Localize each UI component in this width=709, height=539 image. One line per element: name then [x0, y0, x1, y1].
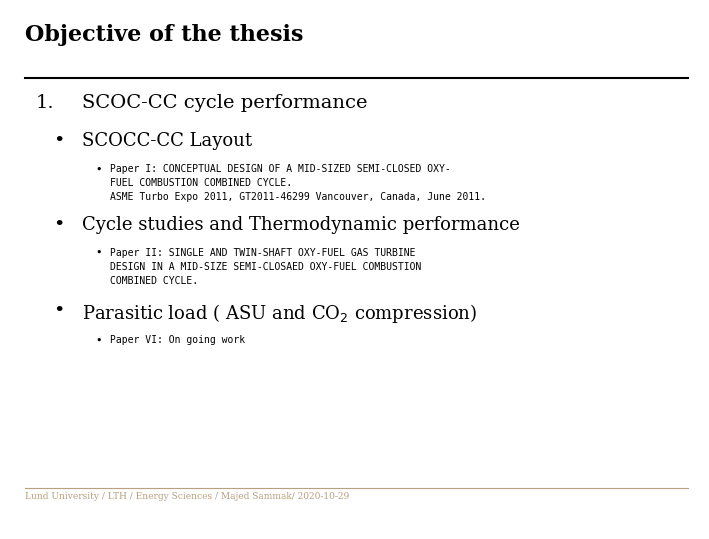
Text: •: •	[53, 302, 65, 320]
Text: SCOCC-CC Layout: SCOCC-CC Layout	[82, 132, 252, 150]
Text: •: •	[96, 248, 102, 258]
Text: Paper I: CONCEPTUAL DESIGN OF A MID-SIZED SEMI-CLOSED OXY-
FUEL COMBUSTION COMBI: Paper I: CONCEPTUAL DESIGN OF A MID-SIZE…	[110, 164, 486, 203]
Text: •: •	[96, 335, 102, 345]
Text: SCOC-CC cycle performance: SCOC-CC cycle performance	[82, 94, 367, 112]
Text: Paper II: SINGLE AND TWIN-SHAFT OXY-FUEL GAS TURBINE
DESIGN IN A MID-SIZE SEMI-C: Paper II: SINGLE AND TWIN-SHAFT OXY-FUEL…	[110, 248, 421, 286]
Text: •: •	[96, 164, 102, 175]
Text: •: •	[53, 132, 65, 150]
Text: Parasitic load ( ASU and CO$_2$ compression): Parasitic load ( ASU and CO$_2$ compress…	[82, 302, 476, 325]
Text: Paper VI: On going work: Paper VI: On going work	[110, 335, 245, 345]
Text: •: •	[53, 216, 65, 233]
Text: Objective of the thesis: Objective of the thesis	[25, 24, 303, 46]
Text: Lund University / LTH / Energy Sciences / Majed Sammak/ 2020-10-29: Lund University / LTH / Energy Sciences …	[25, 492, 349, 501]
Text: 1.: 1.	[35, 94, 54, 112]
Text: Cycle studies and Thermodynamic performance: Cycle studies and Thermodynamic performa…	[82, 216, 520, 233]
